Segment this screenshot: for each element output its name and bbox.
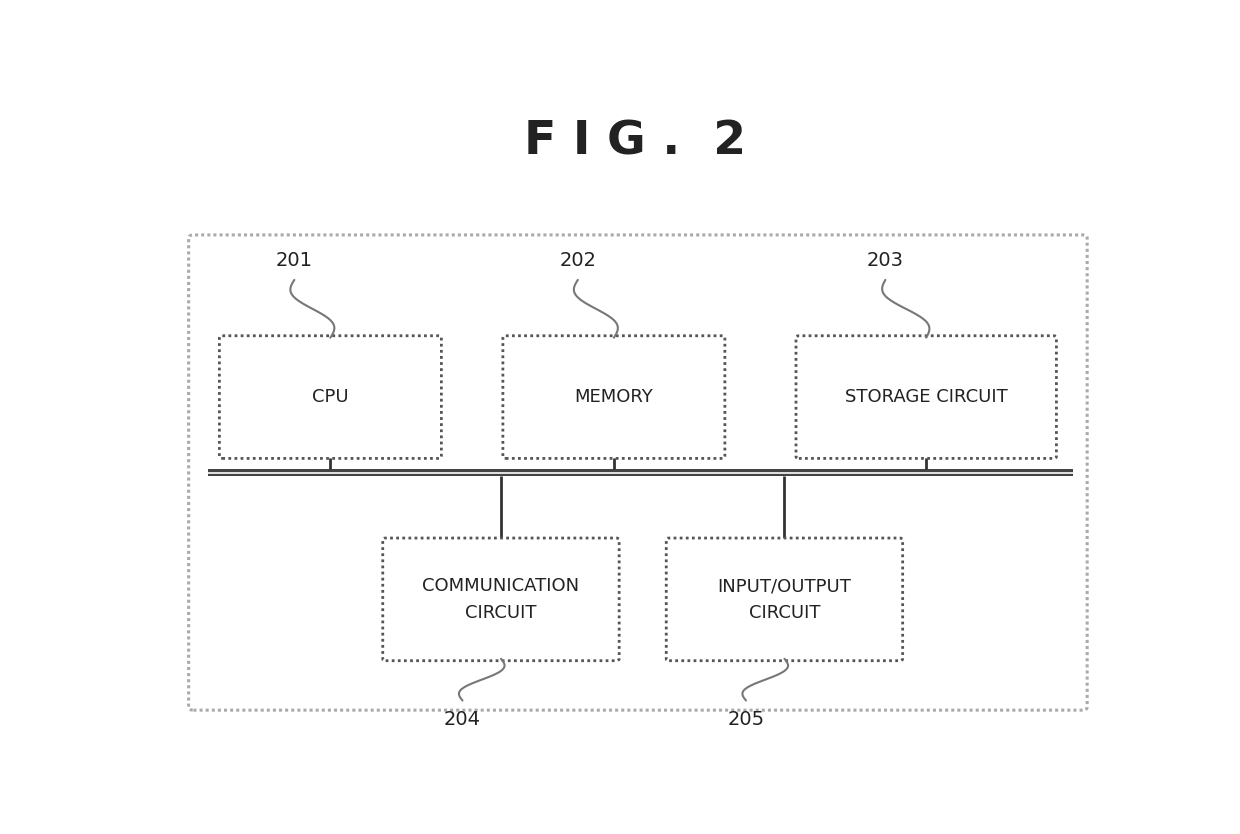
Text: 201: 201 (275, 251, 312, 270)
Text: INPUT/OUTPUT
CIRCUIT: INPUT/OUTPUT CIRCUIT (718, 577, 852, 621)
FancyBboxPatch shape (383, 538, 619, 661)
Text: 204: 204 (444, 711, 481, 729)
Text: COMMUNICATION
CIRCUIT: COMMUNICATION CIRCUIT (423, 577, 579, 621)
Text: MEMORY: MEMORY (574, 388, 653, 406)
FancyBboxPatch shape (503, 336, 725, 459)
Text: F I G .  2: F I G . 2 (525, 119, 746, 164)
Text: 203: 203 (867, 251, 904, 270)
Bar (208, 469, 1073, 476)
Text: 202: 202 (559, 251, 596, 270)
Text: 205: 205 (728, 711, 765, 729)
FancyBboxPatch shape (666, 538, 903, 661)
FancyBboxPatch shape (796, 336, 1056, 459)
Text: CPU: CPU (312, 388, 348, 406)
Text: STORAGE CIRCUIT: STORAGE CIRCUIT (844, 388, 1008, 406)
FancyBboxPatch shape (219, 336, 441, 459)
